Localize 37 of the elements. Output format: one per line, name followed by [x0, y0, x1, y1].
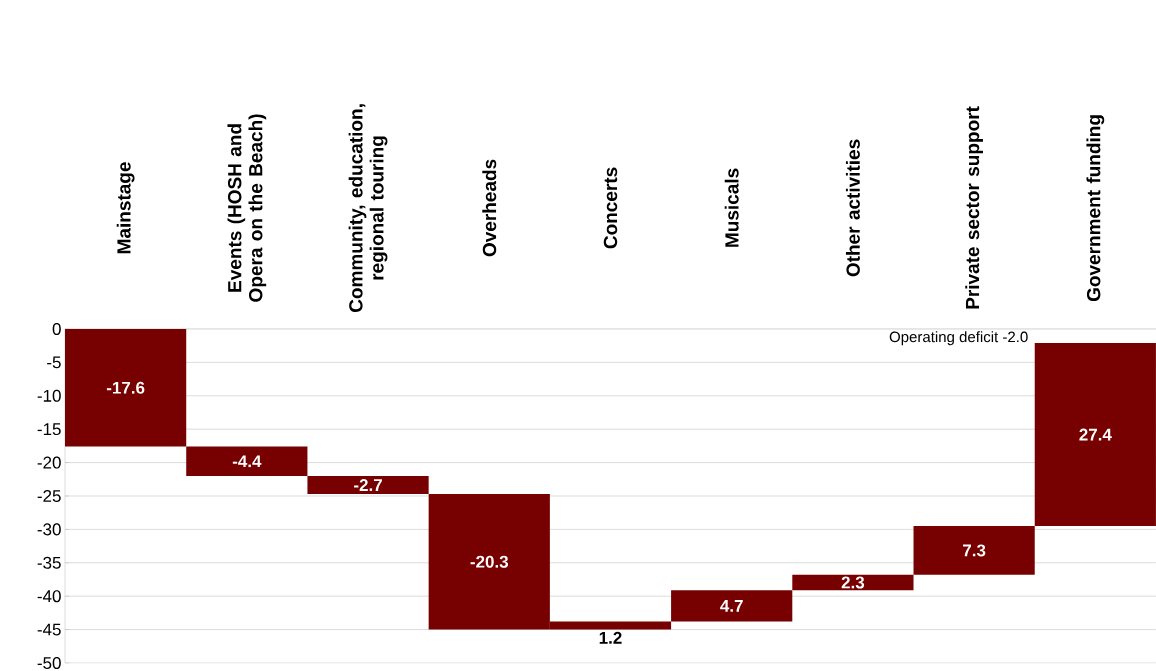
x-tick-label: Concerts [603, 167, 618, 249]
data-label: -2.7 [354, 479, 382, 491]
y-tick-label: -10 [37, 389, 61, 402]
data-label: 27.4 [1079, 428, 1112, 441]
y-tick-label: -35 [37, 556, 61, 569]
bar [65, 328, 187, 447]
x-tick-label: Mainstage [116, 162, 135, 254]
annotation: Operating deficit -2.0 [889, 331, 1028, 346]
data-label: -4.4 [232, 455, 262, 468]
y-tick-label: -50 [37, 656, 61, 670]
y-tick-label: -15 [37, 423, 61, 436]
data-label: -17.6 [106, 381, 145, 394]
x-tick-label: Overheads [482, 159, 497, 257]
y-tick-label: -25 [37, 489, 61, 503]
x-tick-label: Community, education, regional touring [348, 104, 388, 313]
y-tick-label: -5 [47, 356, 61, 369]
bar [307, 475, 429, 494]
y-tick-label: -40 [37, 590, 61, 603]
bar [186, 446, 308, 476]
data-label: -20.3 [470, 555, 509, 568]
y-tick-label: -45 [37, 623, 61, 636]
bar [913, 526, 1035, 575]
y-tick-label: 0 [52, 322, 61, 336]
x-tick-label: Other activities [845, 139, 860, 277]
x-tick-label: Private sector support [965, 106, 983, 309]
bar [671, 590, 793, 622]
bar [792, 574, 914, 591]
x-tick-label: Events (HOSH and Opera on the Beach) [227, 114, 267, 302]
data-label: 1.2 [599, 631, 622, 644]
data-label: 4.7 [720, 600, 743, 612]
y-tick-label: -20 [37, 456, 61, 469]
bar [1034, 343, 1156, 527]
data-label: 2.3 [841, 576, 865, 589]
x-tick-label: Government funding [1086, 115, 1105, 302]
x-tick-label: Musicals [724, 168, 739, 247]
data-label: 7.3 [963, 544, 986, 557]
y-tick-label: -30 [37, 523, 61, 536]
